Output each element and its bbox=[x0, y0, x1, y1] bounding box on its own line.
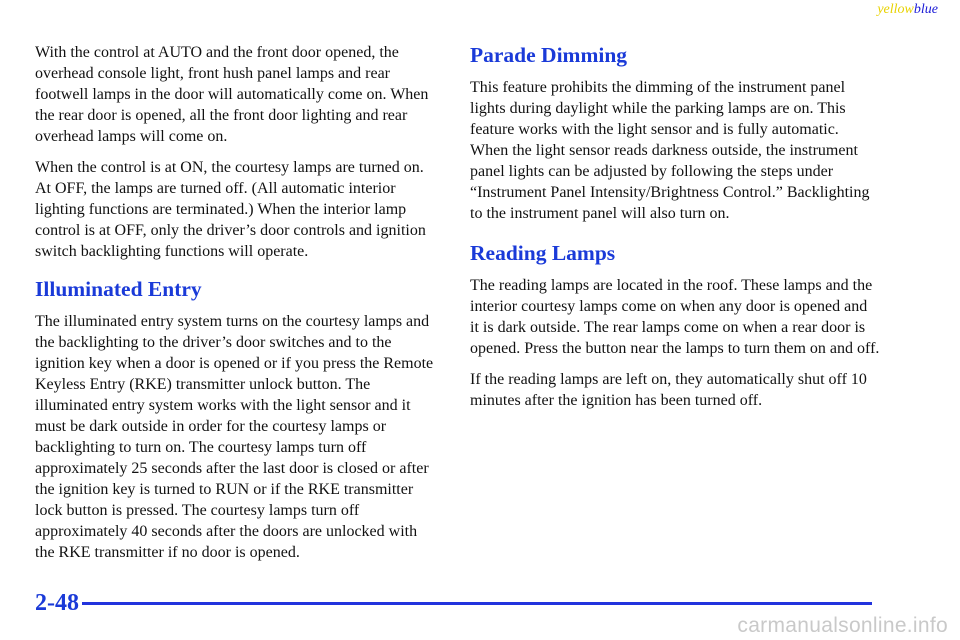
watermark: carmanualsonline.info bbox=[737, 614, 948, 637]
color-tag: yellowblue bbox=[877, 2, 938, 18]
paragraph-reading-lamps: The reading lamps are located in the roo… bbox=[470, 277, 880, 357]
heading-illuminated-entry: Illuminated Entry bbox=[35, 277, 202, 301]
paragraph-illuminated-entry: The illuminated entry system turns on th… bbox=[35, 313, 434, 561]
paragraph-auto-control: With the control at AUTO and the front d… bbox=[35, 44, 429, 145]
color-tag-yellow: yellow bbox=[877, 2, 914, 17]
footer-rule bbox=[82, 602, 872, 605]
paragraph-on-off-control: When the control is at ON, the courtesy … bbox=[35, 159, 426, 260]
paragraph-parade-dimming: This feature prohibits the dimming of th… bbox=[470, 79, 870, 222]
page-number: 2-48 bbox=[35, 590, 79, 616]
paragraph-reading-lamps-shutoff: If the reading lamps are left on, they a… bbox=[470, 371, 867, 409]
color-tag-blue: blue bbox=[913, 2, 938, 17]
heading-parade-dimming: Parade Dimming bbox=[470, 43, 628, 67]
left-column: With the control at AUTO and the front d… bbox=[35, 42, 437, 573]
right-column: Parade Dimming This feature prohibits th… bbox=[470, 42, 880, 421]
heading-reading-lamps: Reading Lamps bbox=[470, 241, 616, 265]
